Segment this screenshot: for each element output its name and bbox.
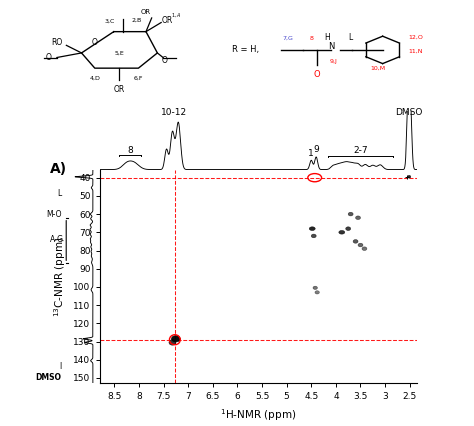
Ellipse shape	[356, 216, 361, 219]
Ellipse shape	[172, 336, 180, 342]
Text: 12,O: 12,O	[409, 35, 423, 40]
Text: L: L	[57, 189, 62, 198]
Text: I: I	[59, 362, 62, 371]
Text: 10-12: 10-12	[161, 109, 187, 118]
Text: 4,D: 4,D	[90, 76, 100, 81]
Text: 11,N: 11,N	[409, 49, 423, 54]
Text: O: O	[162, 56, 168, 65]
Text: RO: RO	[51, 38, 63, 47]
Text: H: H	[324, 33, 329, 42]
Text: 2-7: 2-7	[353, 146, 368, 155]
Text: 6,F: 6,F	[134, 76, 143, 81]
Text: 10,M: 10,M	[371, 66, 386, 71]
Text: R = H,: R = H,	[232, 46, 259, 55]
Ellipse shape	[315, 291, 319, 294]
Ellipse shape	[362, 247, 367, 250]
Text: N: N	[328, 42, 334, 52]
Text: L: L	[348, 33, 353, 42]
Text: 9,J: 9,J	[329, 59, 337, 64]
Text: 8: 8	[128, 146, 133, 155]
Text: 9: 9	[313, 145, 319, 155]
Text: 3,C: 3,C	[105, 19, 115, 24]
Text: A): A)	[50, 162, 67, 176]
Text: $^{1,A}$: $^{1,A}$	[171, 13, 182, 20]
Text: 1: 1	[309, 149, 314, 158]
Text: 5,E: 5,E	[115, 50, 124, 55]
Text: 7,G: 7,G	[283, 36, 293, 41]
Text: DMSO: DMSO	[36, 372, 62, 382]
Ellipse shape	[353, 239, 358, 243]
Ellipse shape	[310, 227, 315, 230]
Text: O: O	[92, 38, 98, 47]
Text: OR: OR	[114, 85, 125, 94]
Ellipse shape	[358, 243, 363, 247]
Text: OR: OR	[161, 17, 173, 26]
Text: O: O	[46, 53, 51, 62]
Text: 8: 8	[310, 36, 313, 41]
Ellipse shape	[169, 340, 176, 345]
Ellipse shape	[348, 212, 353, 216]
X-axis label: $^{1}$H-NMR (ppm): $^{1}$H-NMR (ppm)	[220, 407, 296, 423]
Text: OR: OR	[141, 9, 151, 15]
Text: 2,B: 2,B	[131, 17, 142, 23]
Ellipse shape	[339, 230, 345, 234]
Ellipse shape	[313, 286, 318, 289]
Ellipse shape	[408, 176, 410, 178]
Text: A-G: A-G	[50, 235, 64, 244]
Ellipse shape	[346, 227, 351, 230]
Text: O: O	[314, 70, 320, 79]
Y-axis label: $^{13}$C-NMR (ppm): $^{13}$C-NMR (ppm)	[52, 237, 68, 317]
Ellipse shape	[311, 234, 316, 238]
Text: DMSO: DMSO	[395, 109, 422, 118]
Text: M-O: M-O	[46, 210, 62, 219]
